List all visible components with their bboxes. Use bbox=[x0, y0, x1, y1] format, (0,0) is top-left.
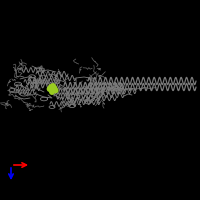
Point bbox=[52, 87, 55, 91]
Point bbox=[49, 85, 53, 89]
Point bbox=[50, 89, 53, 92]
Point bbox=[51, 84, 55, 88]
Point bbox=[50, 90, 54, 94]
Point bbox=[54, 89, 57, 92]
Point bbox=[53, 86, 56, 90]
Point bbox=[48, 87, 51, 91]
